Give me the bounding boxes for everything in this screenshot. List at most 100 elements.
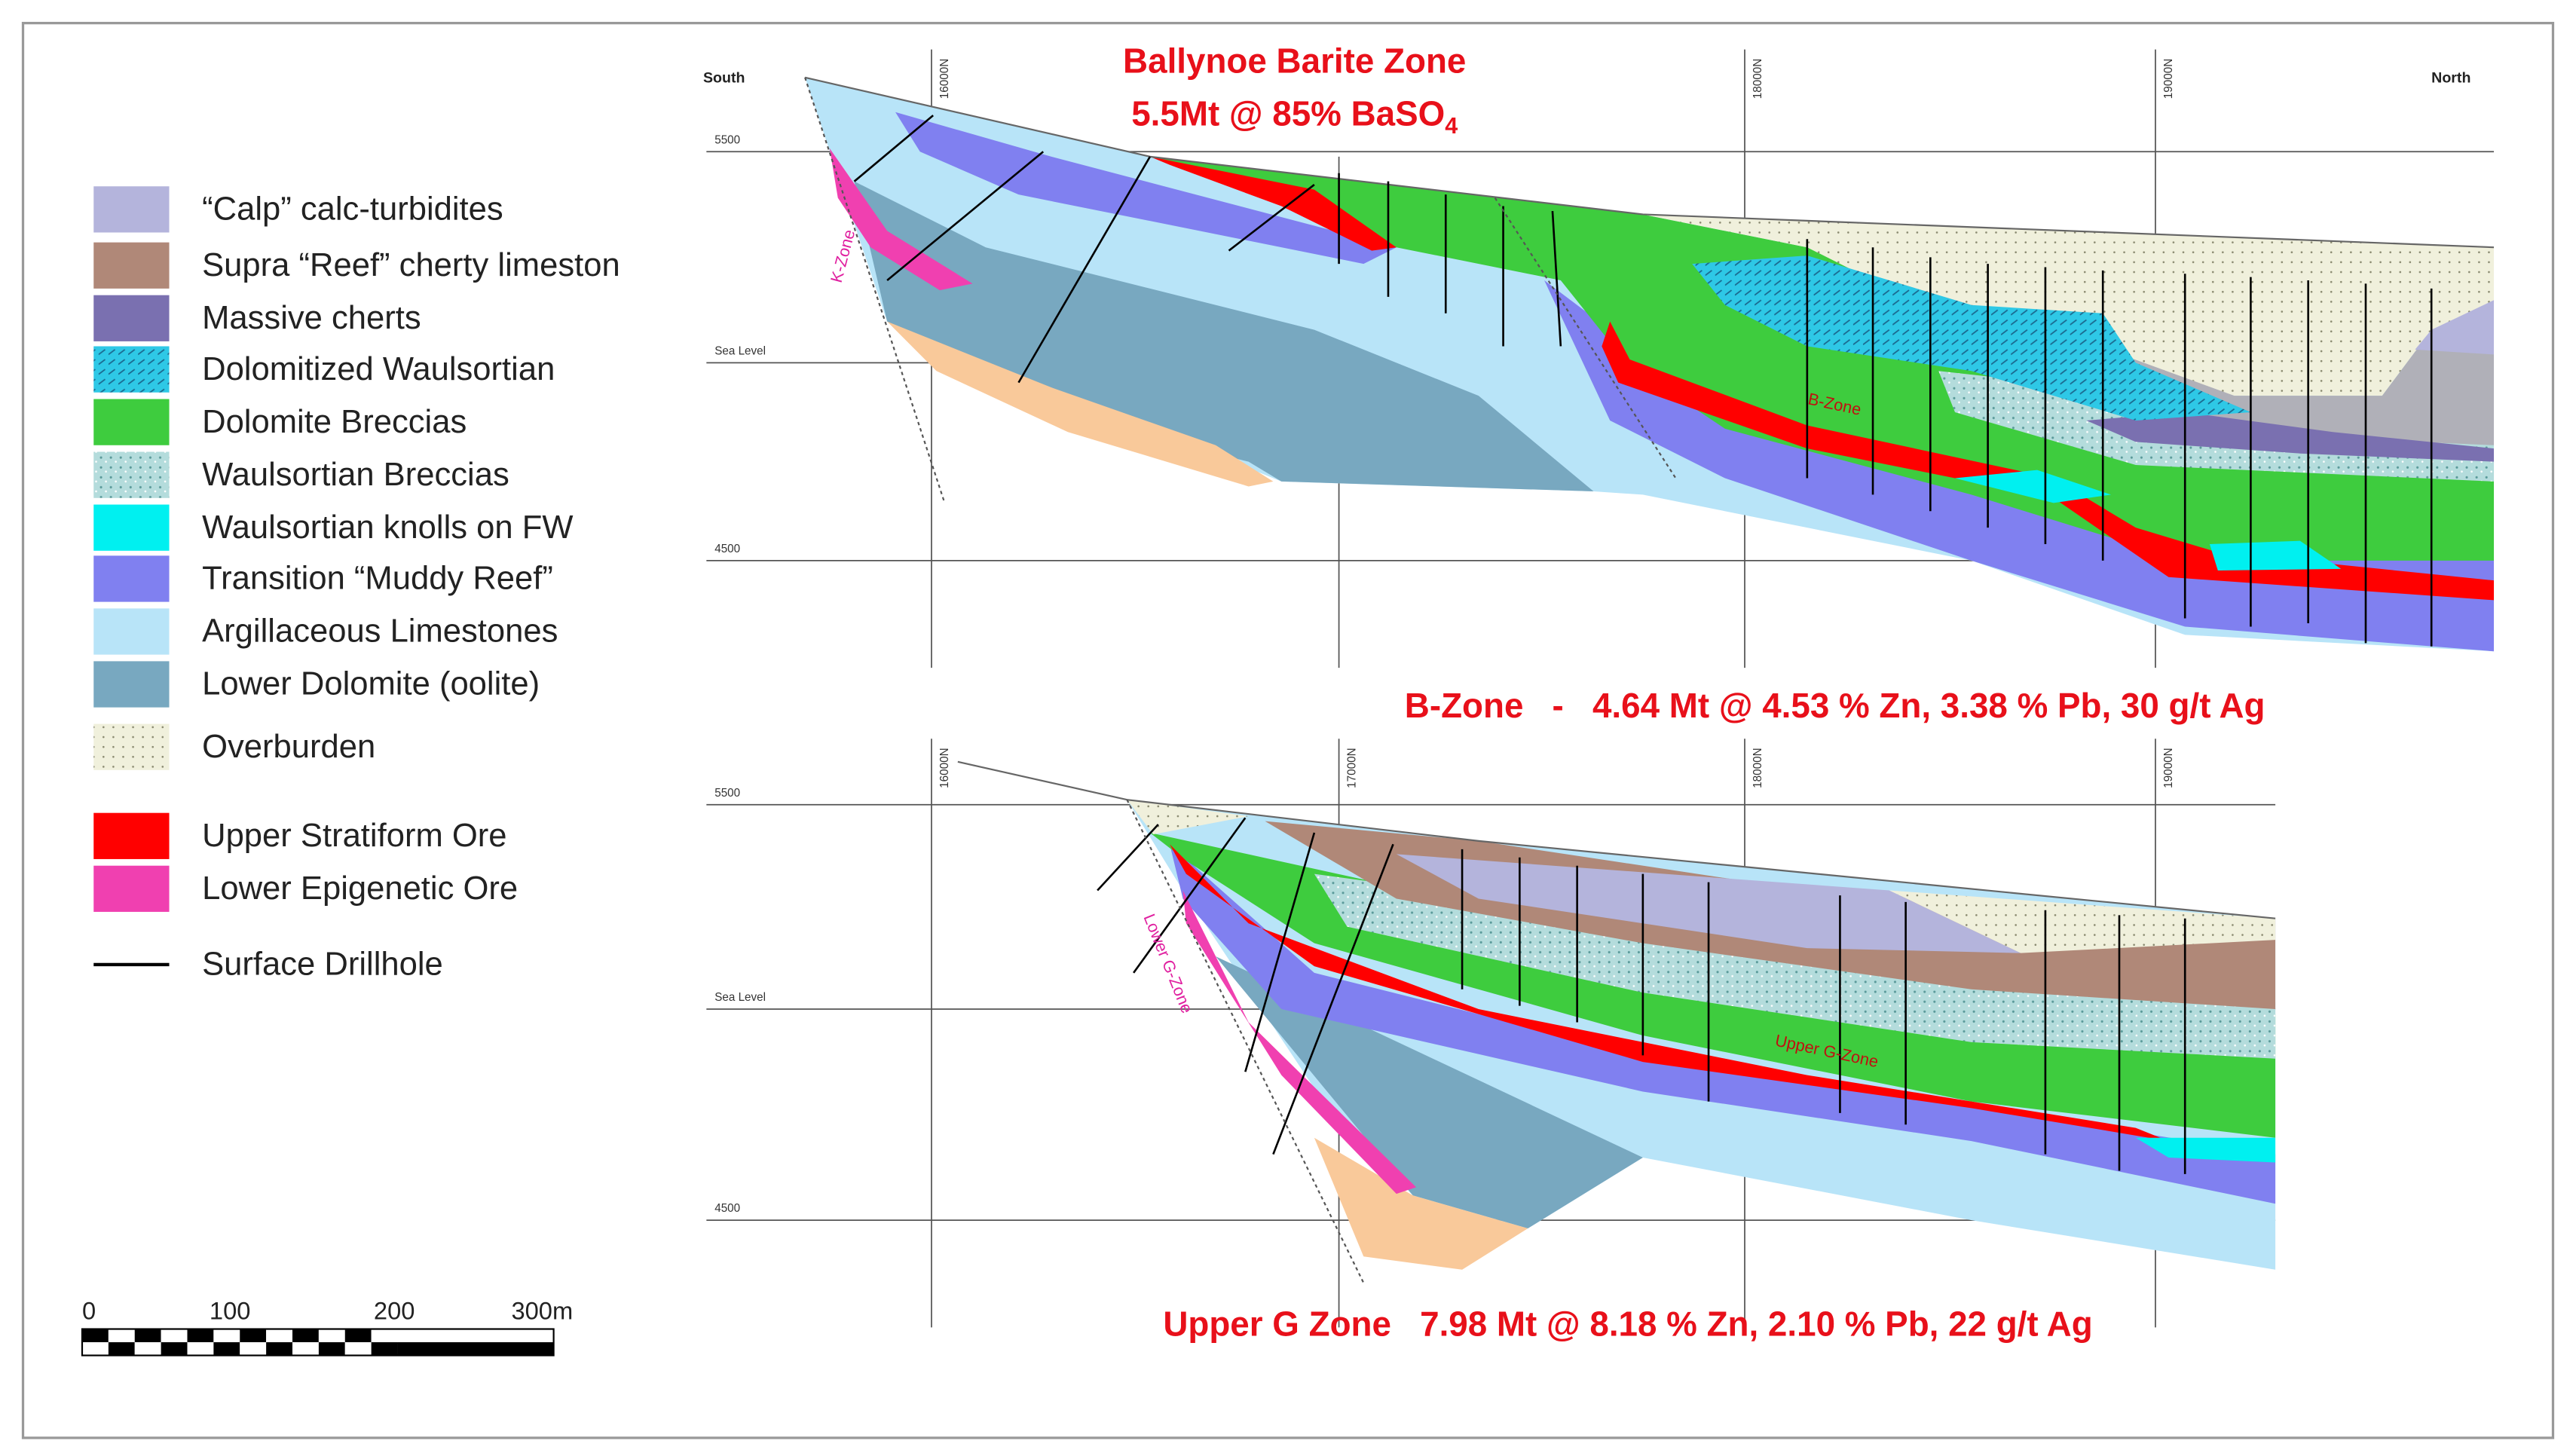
legend-label: Supra “Reef” cherty limeston	[202, 246, 620, 283]
scale-cell	[240, 1329, 267, 1343]
legend-swatch	[93, 186, 170, 233]
rock-unit	[1170, 844, 2276, 1204]
scale-cell	[134, 1329, 161, 1343]
legend-swatch	[93, 504, 170, 551]
legend-swatch	[93, 723, 170, 770]
scale-cell	[292, 1329, 319, 1343]
legend-label: Massive cherts	[202, 299, 421, 336]
fault	[804, 77, 946, 503]
legend-label: “Calp” calc-turbidites	[202, 191, 503, 228]
scale-outline	[81, 1328, 555, 1357]
scale-cell	[266, 1342, 293, 1356]
surface	[957, 760, 2276, 919]
scale-cell	[344, 1342, 372, 1356]
level-label: 4500	[714, 543, 740, 555]
legend-label: Upper Stratiform Ore	[202, 817, 506, 854]
scale-cell	[344, 1329, 372, 1343]
drillhole	[1017, 156, 1152, 384]
title-line2: 5.5Mt @ 85% BaSO4	[1131, 93, 1458, 139]
legend: “Calp” calc-turbidites Supra “Reef” chert…	[93, 186, 620, 983]
drillhole	[1244, 832, 1316, 1072]
grid-label: 16000N	[938, 748, 951, 788]
fault	[1494, 197, 1677, 479]
scale-cell	[213, 1329, 240, 1343]
legend-label: Argillaceous Limestones	[202, 613, 558, 650]
scale-cell	[240, 1342, 267, 1356]
drillhole	[1228, 184, 1315, 252]
legend-swatch	[93, 555, 170, 602]
scale-cell	[108, 1342, 135, 1356]
legend-label: Dolomite Breccias	[202, 403, 467, 440]
rock-unit	[854, 181, 1594, 492]
rock-unit	[1889, 890, 2276, 953]
fault	[1126, 799, 1365, 1283]
legend-label: Dolomitized Waulsortian	[202, 350, 555, 387]
drillhole	[886, 151, 1045, 281]
scale-cell	[292, 1342, 319, 1356]
drillhole	[1551, 210, 1562, 347]
legend-label: Transition “Muddy Reef”	[202, 560, 553, 597]
scale-cell	[187, 1342, 214, 1356]
scale-cell	[397, 1329, 554, 1343]
rock-unit	[1889, 280, 2495, 445]
level-label: 4500	[714, 1202, 740, 1215]
rock-unit	[1642, 214, 2495, 396]
scale-cell	[161, 1342, 188, 1356]
rock-unit	[2086, 411, 2495, 462]
g-zone-label: Upper G Zone 7.98 Mt @ 8.18 % Zn, 2.10 %…	[1163, 1304, 2092, 1343]
scale-label: 100	[210, 1296, 251, 1324]
scale-cell	[318, 1329, 345, 1343]
labels: Ballynoe Barite Zone 5.5Mt @ 85% BaSO4 B…	[703, 41, 2470, 1343]
legend-label: Waulsortian knolls on FW	[202, 509, 574, 546]
rock-unit	[1692, 255, 2251, 421]
legend-swatch	[93, 661, 170, 708]
legend-label: Lower Dolomite (oolite)	[202, 665, 540, 702]
scale-cell	[81, 1329, 109, 1343]
surface	[804, 76, 2495, 249]
grid-label: 19000N	[2162, 59, 2175, 99]
scale-cell	[213, 1342, 240, 1356]
grid-label: 16000N	[938, 59, 951, 99]
legend-swatch	[93, 865, 170, 912]
scale-cell	[397, 1342, 554, 1356]
legend-swatch	[93, 399, 170, 445]
scale-cell	[134, 1342, 161, 1356]
rock-unit	[2135, 1137, 2276, 1163]
scale-label: 200	[374, 1296, 415, 1324]
rock-unit	[2415, 300, 2495, 355]
legend-label: Surface Drillhole	[202, 946, 443, 983]
north-label: North	[2431, 69, 2470, 86]
scale-cell	[187, 1329, 214, 1343]
b-zone-label: B-Zone - 4.64 Mt @ 4.53 % Zn, 3.38 % Pb,…	[1405, 686, 2265, 725]
level-label: 5500	[714, 133, 740, 146]
scale-cell	[81, 1342, 109, 1356]
rock-unit	[887, 321, 1274, 487]
legend-swatch	[93, 451, 170, 498]
scale-label: 300m	[511, 1296, 573, 1324]
rock-unit	[1149, 156, 1397, 251]
rock-unit	[829, 148, 973, 291]
scale-cell	[318, 1342, 345, 1356]
legend-label: Waulsortian Breccias	[202, 456, 509, 493]
level-label: 5500	[714, 787, 740, 800]
drillhole	[853, 115, 934, 182]
grid-label: 18000N	[1751, 748, 1764, 788]
level-label: Sea Level	[714, 991, 766, 1004]
scale-cell	[108, 1329, 135, 1343]
scale-cell	[371, 1342, 398, 1356]
legend-label: Overburden	[202, 728, 375, 765]
legend-swatch	[93, 346, 170, 393]
level-label: Sea Level	[714, 344, 766, 357]
legend-swatch	[93, 242, 170, 289]
drillhole	[1272, 843, 1394, 1155]
scale-cell	[371, 1329, 398, 1343]
grid-label: 18000N	[1751, 59, 1764, 99]
rock-unit	[1955, 470, 2112, 503]
drillhole	[1097, 824, 1159, 892]
legend-label: Lower Epigenetic Ore	[202, 870, 518, 907]
title-line1: Ballynoe Barite Zone	[1123, 41, 1466, 80]
sections	[706, 49, 2495, 1328]
scale-bar: 0 100 200 300m	[81, 1296, 573, 1357]
rock-unit	[895, 112, 1397, 265]
scale-label: 0	[82, 1296, 96, 1324]
